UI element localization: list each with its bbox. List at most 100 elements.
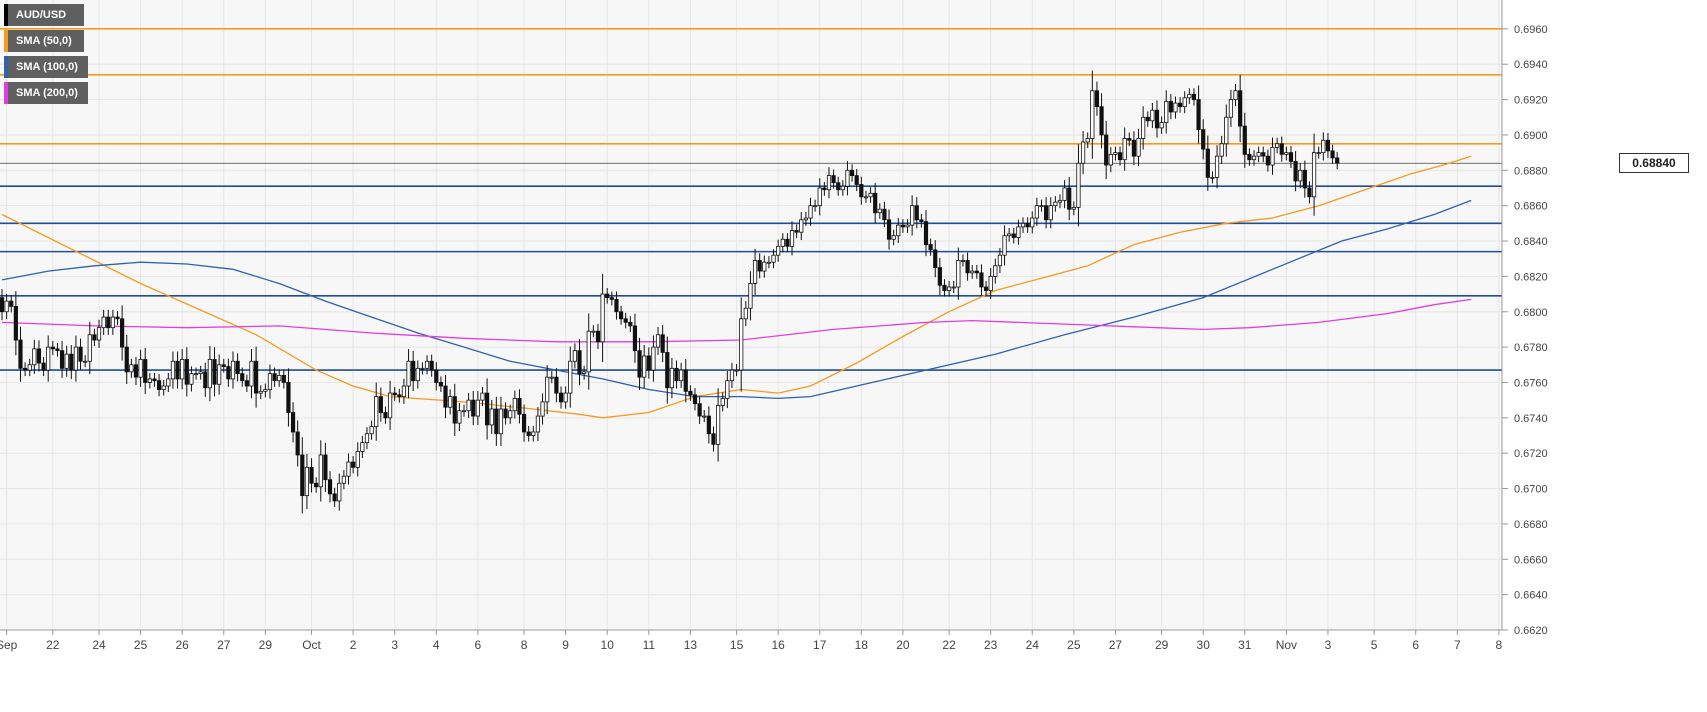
bearish-candle-body bbox=[244, 380, 249, 387]
bearish-candle-body bbox=[1025, 222, 1030, 228]
y-tick-label: 0.6620 bbox=[1514, 625, 1548, 637]
legend-item-sma-50[interactable]: SMA (50,0) bbox=[4, 30, 84, 52]
candle bbox=[942, 279, 947, 297]
candle bbox=[785, 233, 790, 253]
candle bbox=[540, 393, 545, 425]
candle bbox=[1224, 104, 1229, 157]
bullish-candle-body bbox=[891, 235, 896, 240]
candle bbox=[180, 349, 185, 390]
candle bbox=[896, 217, 901, 243]
bullish-candle-body bbox=[734, 369, 739, 372]
bearish-candle-body bbox=[411, 360, 416, 382]
x-tick-label: 8 bbox=[521, 638, 528, 652]
bearish-candle-body bbox=[0, 297, 5, 313]
candle bbox=[360, 435, 365, 459]
candle bbox=[147, 372, 152, 389]
bearish-candle-body bbox=[873, 192, 878, 214]
bullish-candle-body bbox=[993, 265, 998, 277]
bearish-candle-body bbox=[683, 369, 688, 392]
x-tick-label: 31 bbox=[1238, 638, 1252, 652]
y-tick-label: 0.6880 bbox=[1514, 165, 1548, 177]
candle bbox=[115, 311, 120, 325]
bullish-candle-body bbox=[1214, 155, 1220, 178]
bearish-candle-body bbox=[443, 385, 448, 408]
candle bbox=[706, 406, 711, 444]
candle bbox=[1288, 145, 1294, 169]
y-tick-label: 0.6840 bbox=[1514, 236, 1548, 248]
candle bbox=[448, 389, 453, 415]
candle bbox=[290, 402, 296, 443]
bearish-candle-body bbox=[614, 298, 619, 313]
bearish-candle-body bbox=[383, 412, 388, 419]
bearish-candle-body bbox=[886, 219, 892, 240]
candle bbox=[526, 425, 531, 442]
bearish-candle-body bbox=[1154, 109, 1160, 129]
bullish-candle-body bbox=[572, 350, 577, 362]
candle bbox=[600, 273, 605, 363]
candle bbox=[605, 288, 610, 304]
candle bbox=[697, 395, 702, 424]
legend-item-sma-200[interactable]: SMA (200,0) bbox=[4, 82, 88, 104]
y-tick-label: 0.6740 bbox=[1514, 413, 1548, 425]
bearish-candle-body bbox=[397, 394, 402, 398]
candle bbox=[240, 367, 245, 387]
candle bbox=[849, 164, 855, 182]
candle bbox=[374, 382, 379, 441]
candle bbox=[780, 233, 785, 253]
bullish-candle-body bbox=[64, 353, 69, 369]
x-tick-label: 25 bbox=[1067, 638, 1081, 652]
candle bbox=[378, 387, 383, 422]
bearish-candle-body bbox=[942, 284, 947, 291]
bullish-candle-body bbox=[1113, 152, 1118, 155]
bullish-candle-body bbox=[267, 373, 273, 390]
candle bbox=[475, 391, 480, 426]
candle bbox=[341, 470, 346, 490]
bullish-candle-body bbox=[147, 378, 152, 383]
candle bbox=[281, 369, 286, 389]
bullish-candle-body bbox=[877, 208, 882, 214]
bearish-candle-body bbox=[59, 350, 65, 369]
candle bbox=[1131, 131, 1136, 166]
bearish-candle-body bbox=[854, 175, 859, 185]
candle bbox=[1210, 171, 1215, 184]
bullish-candle-body bbox=[720, 397, 725, 406]
bullish-candle-body bbox=[840, 185, 845, 191]
candle bbox=[776, 239, 781, 262]
candle bbox=[92, 328, 97, 347]
bullish-candle-body bbox=[651, 346, 656, 371]
bullish-candle-body bbox=[817, 187, 822, 207]
legend-item-audusd[interactable]: AUD/USD bbox=[4, 4, 84, 26]
candle bbox=[859, 176, 864, 205]
candle bbox=[1141, 106, 1146, 150]
bullish-candle-body bbox=[1228, 99, 1234, 118]
candle bbox=[1048, 197, 1053, 229]
candle bbox=[83, 355, 88, 368]
bullish-candle-body bbox=[189, 373, 194, 385]
bullish-candle-body bbox=[424, 360, 430, 369]
legend-item-sma-100[interactable]: SMA (100,0) bbox=[4, 56, 88, 78]
legend-swatch bbox=[4, 82, 8, 104]
bearish-candle-body bbox=[327, 479, 333, 495]
bullish-candle-body bbox=[771, 254, 776, 263]
candle bbox=[877, 203, 882, 219]
bullish-candle-body bbox=[1020, 222, 1026, 228]
candle bbox=[226, 358, 231, 387]
bearish-candle-body bbox=[438, 382, 444, 387]
candle bbox=[1122, 127, 1127, 171]
bearish-candle-body bbox=[484, 392, 490, 426]
x-tick-label: 5 bbox=[1371, 638, 1378, 652]
candle bbox=[614, 291, 619, 320]
x-tick-label: Sep bbox=[0, 638, 18, 652]
candle bbox=[1316, 146, 1321, 159]
y-tick-label: 0.6920 bbox=[1514, 95, 1548, 107]
x-tick-label: 4 bbox=[433, 638, 440, 652]
candle bbox=[900, 219, 906, 233]
bullish-candle-body bbox=[193, 373, 199, 376]
bearish-candle-body bbox=[983, 286, 989, 291]
bearish-candle-body bbox=[156, 380, 162, 390]
bearish-candle-body bbox=[494, 408, 499, 435]
legend-label: AUD/USD bbox=[16, 9, 67, 21]
candle bbox=[618, 305, 624, 325]
candle bbox=[517, 389, 522, 424]
bullish-candle-body bbox=[369, 426, 374, 435]
